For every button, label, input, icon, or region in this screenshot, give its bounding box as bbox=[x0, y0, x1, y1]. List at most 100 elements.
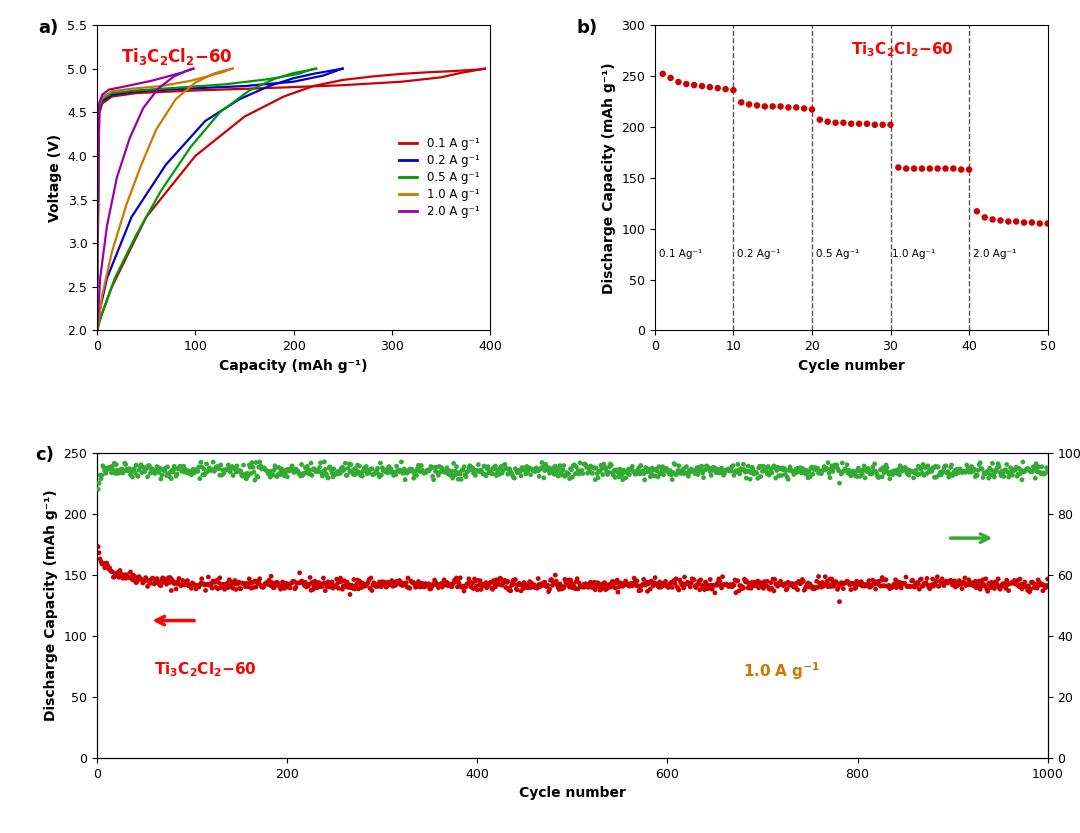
Point bbox=[809, 581, 826, 594]
Point bbox=[849, 578, 866, 591]
Point bbox=[734, 457, 752, 471]
Point bbox=[301, 467, 319, 481]
Point bbox=[782, 463, 799, 476]
Point bbox=[129, 575, 146, 588]
Point bbox=[552, 581, 569, 594]
Point bbox=[941, 574, 958, 587]
Point bbox=[378, 462, 395, 476]
Point bbox=[1032, 467, 1050, 481]
Point bbox=[876, 466, 893, 479]
Point bbox=[316, 463, 334, 476]
Point bbox=[823, 572, 840, 586]
Point bbox=[435, 465, 453, 478]
Point bbox=[819, 575, 836, 588]
Point bbox=[951, 462, 969, 476]
Point bbox=[219, 462, 237, 476]
Point bbox=[93, 469, 110, 482]
Point bbox=[423, 461, 441, 474]
Point bbox=[894, 577, 912, 591]
Point bbox=[216, 582, 233, 596]
Point bbox=[305, 463, 322, 476]
Point bbox=[1027, 578, 1044, 591]
Point bbox=[863, 579, 880, 592]
Point bbox=[315, 455, 333, 468]
Point bbox=[608, 465, 625, 478]
Point bbox=[882, 118, 900, 132]
Point bbox=[702, 579, 719, 592]
Point bbox=[988, 461, 1005, 474]
Point bbox=[366, 466, 383, 480]
Point bbox=[433, 577, 450, 591]
Point bbox=[972, 582, 989, 596]
Point bbox=[424, 470, 442, 483]
Point bbox=[616, 466, 633, 479]
Point bbox=[505, 471, 523, 485]
Point bbox=[114, 466, 132, 480]
Point bbox=[308, 581, 325, 595]
Point bbox=[227, 466, 244, 479]
Point bbox=[404, 464, 421, 477]
Point bbox=[489, 574, 507, 587]
Point bbox=[874, 571, 891, 584]
Point bbox=[897, 463, 915, 476]
Point bbox=[512, 465, 529, 478]
Point bbox=[409, 462, 427, 476]
Point bbox=[468, 579, 485, 592]
Point bbox=[242, 576, 259, 590]
Point bbox=[535, 579, 552, 592]
Point bbox=[578, 578, 595, 591]
Point bbox=[111, 564, 129, 577]
Point bbox=[456, 460, 473, 473]
Point bbox=[904, 465, 921, 478]
Point bbox=[140, 459, 158, 472]
Point bbox=[1023, 216, 1040, 229]
Point bbox=[257, 576, 274, 590]
Point bbox=[705, 461, 723, 475]
Point bbox=[245, 576, 262, 589]
Point bbox=[599, 580, 617, 593]
Point bbox=[433, 581, 450, 594]
Point bbox=[618, 465, 635, 478]
Point bbox=[530, 578, 548, 591]
Point bbox=[346, 573, 363, 586]
Point bbox=[187, 579, 204, 592]
Point bbox=[926, 471, 943, 484]
Point bbox=[893, 576, 910, 590]
Point bbox=[210, 582, 227, 596]
Point bbox=[703, 582, 720, 596]
Point bbox=[598, 465, 616, 478]
Point bbox=[1017, 463, 1035, 476]
Point bbox=[1021, 586, 1038, 599]
Point bbox=[940, 471, 957, 484]
Point bbox=[291, 466, 308, 480]
Point bbox=[198, 457, 215, 471]
Point bbox=[701, 81, 718, 94]
Point bbox=[700, 581, 717, 595]
Point bbox=[459, 465, 476, 478]
Point bbox=[987, 463, 1004, 476]
Point bbox=[632, 459, 649, 472]
Point bbox=[156, 465, 173, 478]
Point bbox=[342, 581, 360, 594]
Point bbox=[619, 466, 636, 480]
Point bbox=[918, 571, 935, 585]
Point bbox=[1023, 576, 1040, 589]
Point bbox=[91, 476, 108, 490]
Point bbox=[618, 577, 635, 591]
Point bbox=[443, 464, 460, 477]
Point bbox=[730, 463, 747, 476]
Point bbox=[241, 458, 258, 471]
Point bbox=[314, 571, 332, 585]
Point bbox=[698, 577, 715, 591]
Point bbox=[984, 577, 1001, 591]
Point bbox=[959, 462, 976, 476]
Point bbox=[180, 578, 198, 591]
Point bbox=[888, 466, 905, 480]
Point bbox=[135, 465, 152, 478]
Text: a): a) bbox=[38, 19, 58, 37]
Point bbox=[949, 466, 967, 479]
Point bbox=[377, 576, 394, 589]
Point bbox=[726, 469, 743, 482]
Point bbox=[151, 578, 168, 591]
Point bbox=[214, 577, 231, 591]
